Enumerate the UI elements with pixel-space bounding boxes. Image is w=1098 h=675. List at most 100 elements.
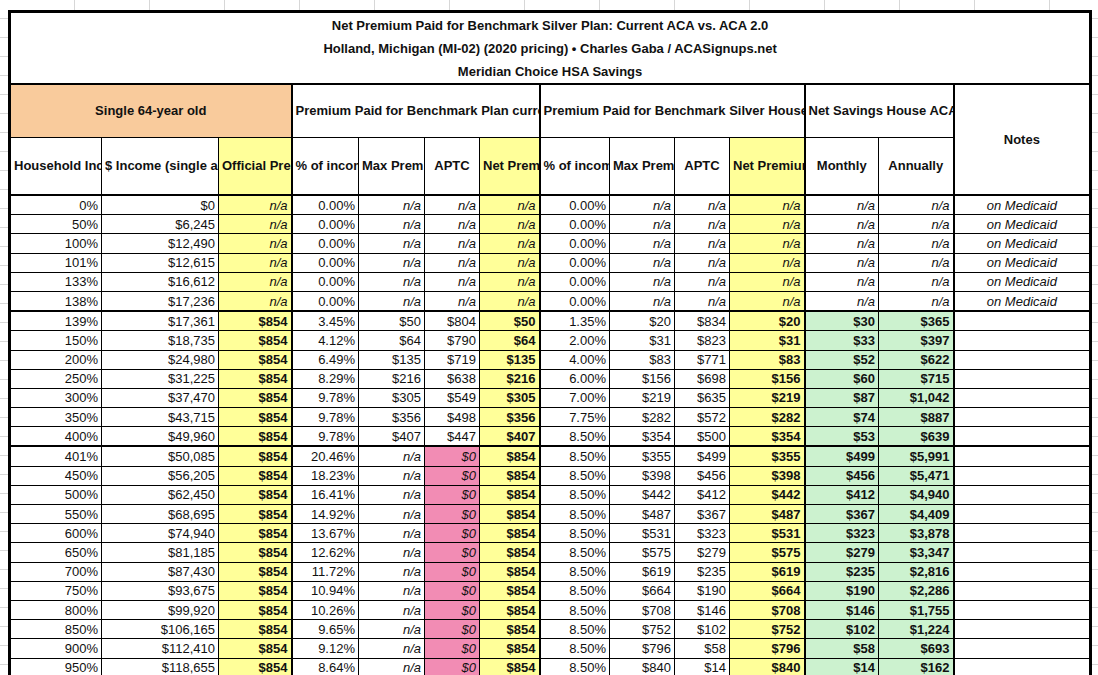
spreadsheet-cell[interactable]: 8.50% — [540, 581, 610, 600]
spreadsheet-cell[interactable]: 0.00% — [540, 272, 610, 291]
spreadsheet-cell[interactable]: n/a — [730, 195, 805, 215]
spreadsheet-cell[interactable]: 18.23% — [292, 466, 359, 485]
spreadsheet-cell[interactable]: 2.00% — [540, 331, 610, 350]
spreadsheet-cell[interactable]: n/a — [359, 215, 425, 234]
spreadsheet-cell[interactable]: n/a — [359, 639, 425, 658]
spreadsheet-cell[interactable]: n/a — [359, 562, 425, 581]
spreadsheet-cell[interactable]: 0.00% — [292, 291, 359, 311]
spreadsheet-cell[interactable]: $1,042 — [879, 388, 954, 407]
spreadsheet-cell[interactable]: $102 — [675, 620, 730, 639]
spreadsheet-cell[interactable]: $112,410 — [102, 639, 219, 658]
spreadsheet-cell[interactable]: n/a — [879, 195, 954, 215]
spreadsheet-cell[interactable]: $355 — [730, 446, 805, 466]
spreadsheet-cell[interactable]: $708 — [610, 600, 675, 619]
spreadsheet-cell[interactable]: 12.62% — [292, 543, 359, 562]
spreadsheet-cell[interactable]: $4,409 — [879, 505, 954, 524]
spreadsheet-cell[interactable]: 500% — [10, 485, 102, 504]
spreadsheet-cell[interactable]: $282 — [730, 408, 805, 427]
spreadsheet-cell[interactable]: 200% — [10, 350, 102, 369]
spreadsheet-cell[interactable]: $1,224 — [879, 620, 954, 639]
spreadsheet-cell[interactable]: $52 — [805, 350, 879, 369]
spreadsheet-cell[interactable]: $367 — [805, 505, 879, 524]
spreadsheet-cell[interactable]: $854 — [219, 524, 292, 543]
spreadsheet-cell[interactable]: n/a — [219, 253, 292, 272]
spreadsheet-cell[interactable]: n/a — [730, 291, 805, 311]
spreadsheet-cell[interactable]: n/a — [730, 253, 805, 272]
note-cell[interactable] — [954, 543, 1091, 562]
spreadsheet-cell[interactable]: 0.00% — [292, 253, 359, 272]
spreadsheet-cell[interactable]: n/a — [675, 291, 730, 311]
spreadsheet-cell[interactable]: 8.64% — [292, 658, 359, 675]
spreadsheet-cell[interactable]: n/a — [675, 272, 730, 291]
spreadsheet-cell[interactable]: $356 — [359, 408, 425, 427]
spreadsheet-cell[interactable]: $282 — [610, 408, 675, 427]
spreadsheet-cell[interactable]: $639 — [879, 427, 954, 447]
spreadsheet-cell[interactable]: 8.50% — [540, 427, 610, 447]
spreadsheet-cell[interactable]: $81,185 — [102, 543, 219, 562]
spreadsheet-cell[interactable]: $447 — [425, 427, 480, 447]
spreadsheet-cell[interactable]: n/a — [359, 291, 425, 311]
spreadsheet-cell[interactable]: $487 — [610, 505, 675, 524]
note-cell[interactable] — [954, 331, 1091, 350]
note-cell[interactable] — [954, 581, 1091, 600]
spreadsheet-cell[interactable]: n/a — [425, 215, 480, 234]
spreadsheet-cell[interactable]: n/a — [610, 291, 675, 311]
spreadsheet-cell[interactable]: $498 — [425, 408, 480, 427]
spreadsheet-cell[interactable]: $216 — [480, 369, 540, 388]
spreadsheet-cell[interactable]: n/a — [675, 234, 730, 253]
spreadsheet-cell[interactable]: $146 — [675, 600, 730, 619]
spreadsheet-cell[interactable]: $456 — [675, 466, 730, 485]
spreadsheet-cell[interactable]: n/a — [359, 466, 425, 485]
spreadsheet-cell[interactable]: $854 — [219, 408, 292, 427]
spreadsheet-cell[interactable]: 139% — [10, 311, 102, 331]
spreadsheet-cell[interactable]: 900% — [10, 639, 102, 658]
note-cell[interactable] — [954, 388, 1091, 407]
spreadsheet-cell[interactable]: $49,960 — [102, 427, 219, 447]
spreadsheet-cell[interactable]: $4,940 — [879, 485, 954, 504]
spreadsheet-cell[interactable]: $796 — [730, 639, 805, 658]
spreadsheet-cell[interactable]: $575 — [610, 543, 675, 562]
spreadsheet-cell[interactable]: 650% — [10, 543, 102, 562]
spreadsheet-cell[interactable]: 10.26% — [292, 600, 359, 619]
note-cell[interactable]: on Medicaid — [954, 253, 1091, 272]
spreadsheet-cell[interactable]: 8.50% — [540, 524, 610, 543]
spreadsheet-cell[interactable]: n/a — [359, 485, 425, 504]
spreadsheet-cell[interactable]: 400% — [10, 427, 102, 447]
spreadsheet-cell[interactable]: 1.35% — [540, 311, 610, 331]
spreadsheet-cell[interactable]: $854 — [480, 600, 540, 619]
spreadsheet-cell[interactable]: n/a — [425, 272, 480, 291]
spreadsheet-cell[interactable]: $5,471 — [879, 466, 954, 485]
spreadsheet-cell[interactable]: 3.45% — [292, 311, 359, 331]
spreadsheet-cell[interactable]: 0.00% — [540, 215, 610, 234]
spreadsheet-cell[interactable]: $854 — [219, 543, 292, 562]
spreadsheet-cell[interactable]: $407 — [480, 427, 540, 447]
spreadsheet-cell[interactable]: $854 — [480, 658, 540, 675]
spreadsheet-cell[interactable]: 0.00% — [540, 253, 610, 272]
note-cell[interactable]: on Medicaid — [954, 234, 1091, 253]
spreadsheet-cell[interactable]: $74,940 — [102, 524, 219, 543]
spreadsheet-cell[interactable]: $854 — [480, 466, 540, 485]
spreadsheet-cell[interactable]: $854 — [480, 543, 540, 562]
spreadsheet-cell[interactable]: $20 — [730, 311, 805, 331]
spreadsheet-cell[interactable]: $0 — [425, 600, 480, 619]
spreadsheet-cell[interactable]: $365 — [879, 311, 954, 331]
spreadsheet-cell[interactable]: 9.78% — [292, 427, 359, 447]
spreadsheet-cell[interactable]: 9.65% — [292, 620, 359, 639]
spreadsheet-cell[interactable]: $0 — [425, 658, 480, 675]
spreadsheet-cell[interactable]: $3,347 — [879, 543, 954, 562]
spreadsheet-cell[interactable]: $771 — [675, 350, 730, 369]
spreadsheet-cell[interactable]: 6.00% — [540, 369, 610, 388]
spreadsheet-cell[interactable]: $398 — [610, 466, 675, 485]
spreadsheet-cell[interactable]: $30 — [805, 311, 879, 331]
spreadsheet-cell[interactable]: 8.50% — [540, 600, 610, 619]
spreadsheet-cell[interactable]: $854 — [219, 562, 292, 581]
note-cell[interactable]: on Medicaid — [954, 195, 1091, 215]
spreadsheet-cell[interactable]: 8.50% — [540, 485, 610, 504]
spreadsheet-cell[interactable]: n/a — [879, 253, 954, 272]
spreadsheet-cell[interactable]: n/a — [359, 524, 425, 543]
spreadsheet-cell[interactable]: 0.00% — [292, 215, 359, 234]
spreadsheet-cell[interactable]: $456 — [805, 466, 879, 485]
spreadsheet-cell[interactable]: $854 — [219, 466, 292, 485]
spreadsheet-cell[interactable]: 0.00% — [292, 272, 359, 291]
spreadsheet-cell[interactable]: 8.50% — [540, 446, 610, 466]
